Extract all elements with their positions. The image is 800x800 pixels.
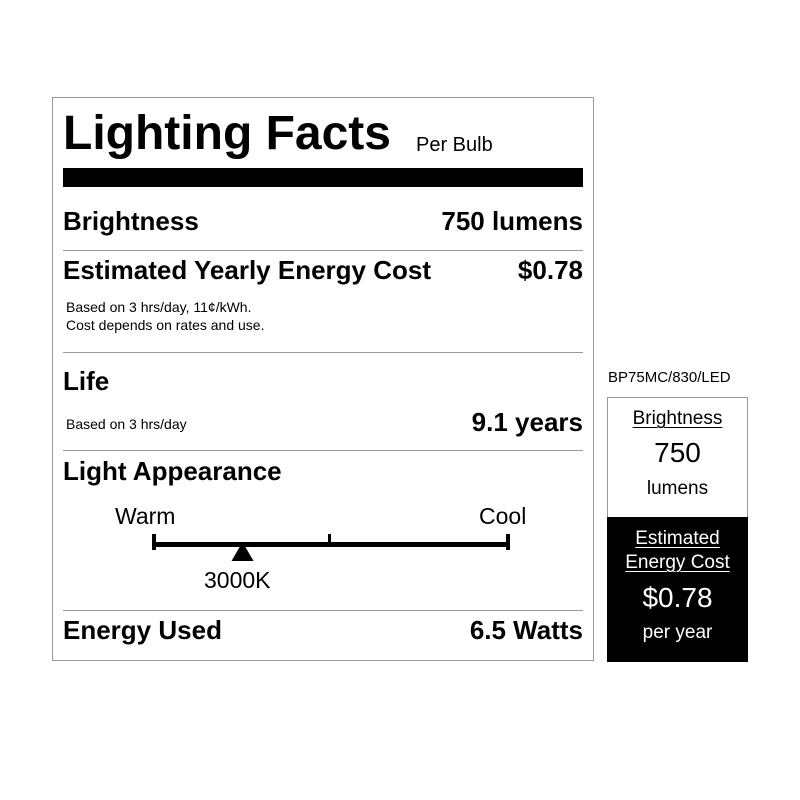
- energy-cost-value: $0.78: [517, 255, 583, 285]
- energy-used-label: Energy Used: [63, 615, 222, 645]
- brightness-label: Brightness: [63, 206, 199, 236]
- title-bar: [63, 168, 583, 187]
- scale-tick: [328, 534, 331, 547]
- scale-tick: [506, 534, 510, 550]
- side-cost-value: $0.78: [642, 582, 713, 613]
- side-cost-unit: per year: [642, 622, 713, 643]
- side-brightness-unit: lumens: [646, 478, 709, 499]
- energy-cost-note: Based on 3 hrs/day, 11¢/kWh.: [66, 299, 252, 315]
- life-value: 9.1 years: [471, 407, 583, 437]
- model-number: BP75MC/830/LED: [608, 369, 731, 386]
- cool-label: Cool: [479, 503, 527, 529]
- label-subtitle: Per Bulb: [416, 134, 493, 156]
- light-appearance-label: Light Appearance: [63, 456, 282, 486]
- divider: [63, 352, 583, 353]
- energy-cost-row: Estimated Yearly Energy Cost $0.78: [63, 255, 583, 286]
- divider: [63, 250, 583, 251]
- side-cost-panel: Estimated Energy Cost $0.78 per year: [607, 517, 748, 662]
- divider: [63, 450, 583, 451]
- warm-label: Warm: [115, 503, 176, 529]
- side-label: Brightness 750 lumens Estimated Energy C…: [607, 397, 748, 662]
- brightness-row: Brightness 750 lumens: [63, 206, 583, 237]
- color-temperature-scale: [152, 534, 510, 561]
- energy-cost-note: Cost depends on rates and use.: [66, 317, 265, 333]
- life-note: Based on 3 hrs/day: [66, 416, 187, 432]
- side-cost-label: Energy Cost: [625, 552, 730, 573]
- energy-used-value: 6.5 Watts: [469, 615, 583, 645]
- side-brightness-value: 750: [654, 437, 701, 468]
- scale-marker: [231, 542, 254, 561]
- scale-tick: [152, 534, 156, 550]
- color-temperature-value: 3000K: [204, 567, 271, 593]
- label-title: Lighting Facts: [63, 107, 391, 160]
- lighting-facts-label: [52, 97, 594, 661]
- side-cost-label: Estimated: [635, 528, 720, 549]
- divider: [63, 610, 583, 611]
- brightness-value: 750 lumens: [441, 206, 583, 236]
- life-label: Life: [63, 366, 110, 396]
- energy-cost-label: Estimated Yearly Energy Cost: [63, 255, 432, 285]
- side-brightness-label: Brightness: [632, 408, 723, 429]
- energy-used-row: Energy Used 6.5 Watts: [63, 615, 583, 646]
